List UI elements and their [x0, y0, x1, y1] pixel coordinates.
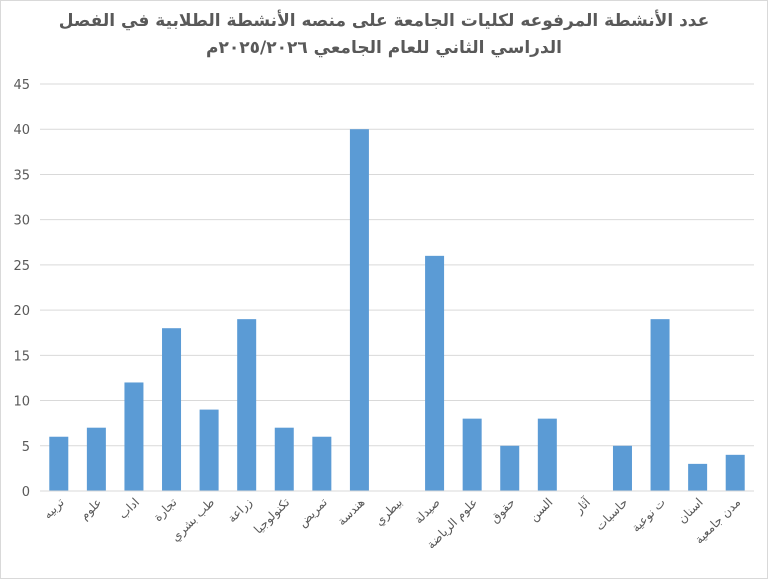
- bar: [199, 409, 219, 491]
- y-tick-label: 15: [13, 349, 30, 364]
- bar: [612, 445, 632, 491]
- x-tick-label: زراعة: [225, 495, 256, 526]
- x-tick-label: علوم: [77, 495, 105, 523]
- y-tick-label: 25: [13, 259, 30, 274]
- bar: [162, 328, 182, 491]
- x-tick-label: اسنان: [675, 495, 706, 526]
- x-tick-label: صيدلة: [411, 495, 442, 526]
- chart-title-line-2: الدراسي الثاني للعام الجامعي ٢٠٢٥/٢٠٢٦م: [206, 38, 562, 58]
- bar: [237, 319, 257, 491]
- bar: [537, 418, 557, 491]
- y-axis-ticks: 0 5 10 15 20 25 30 35 40 45: [13, 78, 30, 500]
- y-tick-label: 10: [13, 395, 30, 410]
- x-tick-label: تكنولوجيا: [251, 495, 293, 537]
- x-tick-label: السن: [527, 495, 557, 525]
- x-tick-label: حاسبات: [593, 495, 631, 533]
- x-tick-label: تربيه: [40, 495, 67, 522]
- x-tick-label: بيطري: [372, 495, 406, 529]
- x-tick-label: ت نوعية: [629, 495, 669, 535]
- y-tick-label: 45: [13, 78, 30, 93]
- x-tick-label: حقوق: [487, 495, 518, 526]
- bars: [49, 129, 745, 491]
- bar: [688, 463, 708, 491]
- bar: [425, 255, 445, 491]
- chart-title: عدد الأنشطة المرفوعه لكليات الجامعة على …: [0, 8, 768, 62]
- bar: [312, 436, 332, 491]
- bar: [49, 436, 69, 491]
- bar: [462, 418, 482, 491]
- x-tick-label: آثار: [570, 494, 594, 518]
- gridlines: [40, 83, 754, 447]
- bar: [725, 454, 745, 491]
- bar: [86, 427, 106, 491]
- y-tick-label: 35: [13, 168, 30, 183]
- bar: [349, 129, 369, 491]
- y-tick-label: 20: [13, 304, 30, 319]
- bar: [124, 382, 144, 491]
- chart-title-line-1: عدد الأنشطة المرفوعه لكليات الجامعة على …: [58, 11, 710, 31]
- x-tick-label: اداب: [116, 495, 142, 521]
- x-tick-label: هندسة: [334, 495, 367, 528]
- bar: [650, 319, 670, 491]
- y-tick-label: 30: [13, 214, 30, 229]
- bar: [500, 445, 520, 491]
- x-tick-label: تجارة: [151, 495, 181, 525]
- y-tick-label: 5: [22, 440, 30, 455]
- x-tick-label: تمريض: [295, 495, 330, 530]
- bar: [274, 427, 294, 491]
- y-tick-label: 40: [13, 123, 30, 138]
- y-tick-label: 0: [22, 485, 30, 500]
